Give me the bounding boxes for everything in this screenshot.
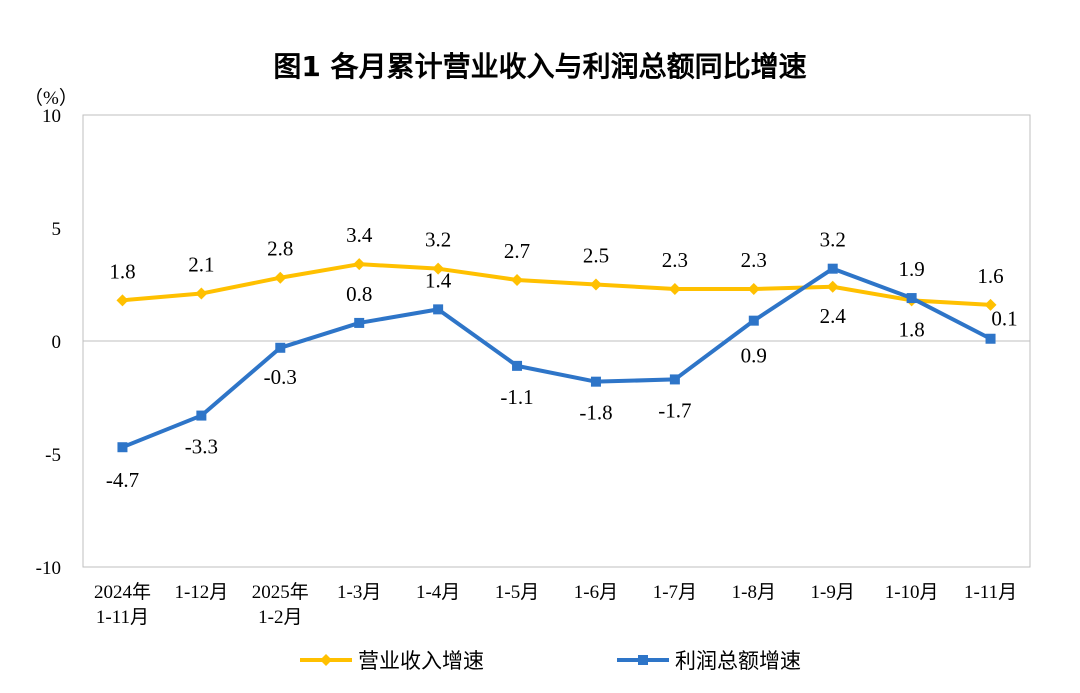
- y-tick-label: -10: [36, 558, 61, 579]
- data-label: -3.3: [185, 435, 218, 459]
- data-label: 1.4: [425, 268, 452, 292]
- y-tick-label: -5: [45, 445, 61, 466]
- data-label: -1.1: [500, 385, 533, 409]
- y-tick-label: 0: [52, 332, 62, 353]
- data-point: [353, 258, 366, 271]
- data-point: [827, 263, 838, 274]
- data-label: 1.8: [109, 259, 135, 283]
- y-tick-label: 10: [42, 106, 61, 127]
- x-tick-label: 1-4月: [416, 582, 460, 603]
- data-label: 2.4: [820, 304, 847, 328]
- data-point: [275, 342, 286, 353]
- data-label: 0.9: [741, 344, 767, 368]
- data-label: 1.9: [899, 257, 925, 281]
- data-label: 2.5: [583, 244, 609, 268]
- data-point: [590, 376, 601, 387]
- x-tick-label: 1-6月: [574, 582, 618, 603]
- data-label: -1.7: [658, 398, 691, 422]
- data-point: [668, 283, 681, 296]
- x-tick-label: 1-8月: [732, 582, 776, 603]
- data-label: -0.3: [264, 365, 297, 389]
- legend-label: 利润总额增速: [675, 649, 801, 673]
- data-point: [195, 287, 208, 300]
- data-point: [196, 410, 207, 421]
- legend-marker: [638, 655, 648, 665]
- data-point: [511, 273, 524, 286]
- data-point: [433, 304, 444, 315]
- data-label: 1.8: [899, 317, 925, 341]
- legend-item: 营业收入增速: [300, 649, 484, 673]
- x-tick-label: 2024年: [94, 581, 151, 603]
- data-point: [274, 271, 287, 284]
- x-tick-label: 2025年: [252, 581, 309, 603]
- series-profit: -4.7 -3.3 -0.3 0.8 1.4 -1.1 -1.8 -1.7 0.9 3.2 1.9 0…: [106, 228, 1018, 493]
- series-line: [122, 262, 991, 307]
- x-tick-label: 1-10月: [885, 582, 939, 603]
- series-revenue: 1.8 2.1 2.8 3.4 3.2 2.7 2.5 2.3 2.3 2.4 1.8 1.6: [109, 223, 1003, 341]
- data-point: [984, 298, 997, 311]
- data-label: 2.3: [741, 248, 767, 272]
- chart-title: 图1 各月累计营业收入与利润总额同比增速: [273, 50, 806, 83]
- data-label: 3.2: [425, 228, 451, 252]
- data-point: [747, 283, 760, 296]
- data-label: 2.1: [188, 253, 214, 277]
- data-point: [748, 315, 759, 326]
- data-point: [117, 442, 128, 453]
- x-tick-label: 1-3月: [337, 582, 381, 603]
- x-tick-label: 1-12月: [174, 582, 228, 603]
- data-label: 3.2: [820, 228, 846, 252]
- x-tick-label: 1-7月: [653, 582, 697, 603]
- y-tick-label: 5: [52, 219, 62, 240]
- data-label: 2.3: [662, 248, 688, 272]
- y-axis-unit: （%）: [24, 87, 78, 109]
- data-point: [432, 262, 445, 275]
- data-label: -4.7: [106, 468, 139, 492]
- data-label: 0.8: [346, 282, 372, 306]
- data-point: [826, 280, 839, 293]
- data-point: [512, 360, 523, 371]
- data-label: 0.1: [991, 307, 1017, 331]
- data-point: [669, 374, 680, 385]
- x-tick-label: 1-11月: [96, 607, 149, 628]
- data-label: 2.8: [267, 237, 293, 261]
- data-point: [354, 317, 365, 328]
- legend-label: 营业收入增速: [358, 649, 484, 673]
- x-tick-label: 1-5月: [495, 582, 539, 603]
- x-tick-label: 1-11月: [964, 582, 1017, 603]
- legend-item: 利润总额增速: [617, 649, 801, 673]
- data-label: 3.4: [346, 223, 373, 247]
- series-line: [121, 266, 992, 450]
- x-tick-label: 1-2月: [258, 607, 302, 628]
- data-label: 2.7: [504, 239, 530, 263]
- data-point: [985, 333, 996, 344]
- data-label: -1.8: [579, 401, 612, 425]
- data-point: [906, 293, 917, 304]
- x-tick-label: 1-9月: [811, 582, 855, 603]
- data-label: 1.6: [977, 264, 1003, 288]
- data-point: [589, 278, 602, 291]
- legend-marker: [320, 654, 332, 666]
- data-point: [116, 294, 129, 307]
